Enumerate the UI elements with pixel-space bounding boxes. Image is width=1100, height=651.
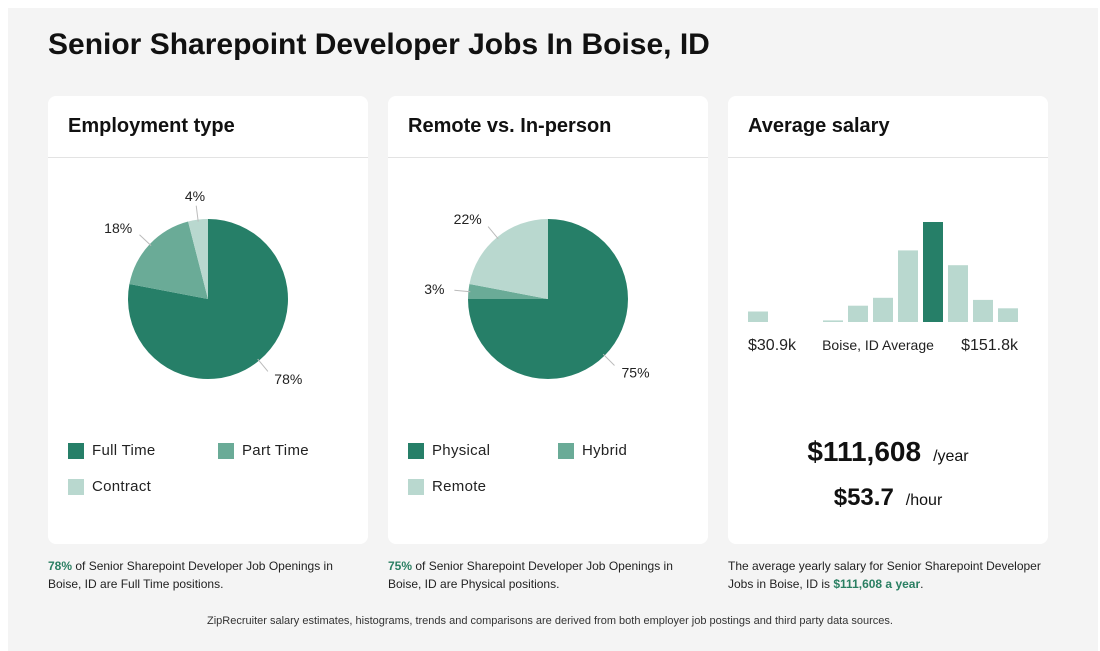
caption-end: . (920, 577, 924, 591)
salary-caption: The average yearly salary for Senior Sha… (728, 557, 1048, 593)
legend-swatch (68, 442, 84, 459)
histogram-min-label: $30.9k (748, 337, 797, 354)
legend-item-physical: Physical (408, 442, 490, 459)
hourly-salary: $53.7 /hour (728, 484, 1048, 512)
remote-percent-label: 22% (454, 211, 482, 227)
legend-label: Hybrid (582, 442, 628, 459)
card-title: Average salary (748, 115, 890, 137)
caption-highlight: 75% (388, 559, 413, 573)
employment-leader-line (139, 234, 152, 246)
legend-item-hybrid: Hybrid (558, 442, 627, 459)
remote-slice-hybrid (468, 284, 548, 299)
card-header: Employment type (48, 96, 368, 158)
remote-leader-line (454, 289, 471, 293)
remote-caption: 75% of Senior Sharepoint Developer Job O… (388, 557, 708, 593)
employment-legend: Full Time Part Time Contract (68, 442, 358, 512)
histogram-bar-average (923, 222, 943, 322)
card-title: Employment type (68, 115, 235, 137)
employment-slice-contract (188, 219, 208, 299)
histogram-average-label: Boise, ID Average (822, 337, 934, 353)
employment-slice-part-time (129, 221, 208, 299)
legend-swatch (558, 442, 574, 459)
hourly-salary-unit: /hour (905, 492, 943, 509)
remote-leader-line (602, 353, 615, 366)
employment-leader-line (195, 205, 199, 222)
legend-swatch (68, 478, 84, 495)
legend-label: Contract (92, 478, 152, 495)
caption-text: of Senior Sharepoint Developer Job Openi… (48, 559, 333, 591)
average-salary-card: Average salary $30.9k Boise, ID Average $1… (728, 96, 1048, 544)
remote-leader-line (487, 226, 499, 240)
histogram-bar (998, 308, 1018, 322)
legend-item-full-time: Full Time (68, 442, 156, 459)
legend-swatch (408, 442, 424, 459)
remote-percent-label: 75% (622, 365, 650, 381)
histogram-bar (898, 250, 918, 322)
histogram-bar (973, 299, 993, 322)
remote-pie-chart: 75% 3% 22% (424, 211, 650, 381)
caption-highlight: $111,608 a year (833, 577, 921, 591)
legend-item-part-time: Part Time (218, 442, 309, 459)
histogram-bar (873, 297, 893, 322)
card-header: Remote vs. In-person (388, 96, 708, 158)
legend-label: Full Time (92, 442, 156, 459)
histogram-max-label: $151.8k (961, 337, 1019, 354)
salary-histogram: $30.9k Boise, ID Average $151.8k (748, 222, 1019, 354)
employment-pie-chart: 78% 18% 4% (104, 188, 302, 387)
employment-caption: 78% of Senior Sharepoint Developer Job O… (48, 557, 368, 593)
page-title: Senior Sharepoint Developer Jobs In Bois… (48, 28, 710, 61)
histogram-bar (848, 305, 868, 322)
footer-note: ZipRecruiter salary estimates, histogram… (207, 615, 893, 627)
histogram-bar (823, 320, 843, 322)
yearly-salary: $111,608 /year (728, 436, 1048, 468)
remote-legend: Physical Hybrid Remote (408, 442, 698, 512)
yearly-salary-unit: /year (933, 448, 969, 465)
caption-text: The average yearly salary for Senior Sha… (728, 559, 1041, 591)
histogram-bar (748, 311, 768, 322)
legend-label: Remote (432, 478, 487, 495)
employment-slice-full-time (128, 219, 289, 379)
employment-percent-label: 78% (274, 371, 302, 387)
legend-swatch (218, 442, 234, 459)
legend-item-contract: Contract (68, 478, 151, 495)
caption-text: of Senior Sharepoint Developer Job Openi… (388, 559, 673, 591)
caption-highlight: 78% (48, 559, 73, 573)
employment-percent-label: 18% (104, 220, 132, 236)
legend-label: Part Time (242, 442, 309, 459)
remote-slice-remote (469, 219, 548, 299)
yearly-salary-value: $111,608 (807, 436, 922, 467)
employment-percent-label: 4% (185, 188, 205, 204)
remote-card: Remote vs. In-person 75% 3% 22% Physical H… (388, 96, 708, 544)
legend-label: Physical (432, 442, 491, 459)
employment-leader-line (257, 358, 269, 372)
histogram-bar (948, 265, 968, 322)
remote-percent-label: 3% (424, 281, 444, 297)
hourly-salary-value: $53.7 (833, 484, 894, 511)
employment-type-card: Employment type 78% 18% 4% Full Time Part … (48, 96, 368, 544)
legend-item-remote: Remote (408, 478, 486, 495)
legend-swatch (408, 478, 424, 495)
card-header: Average salary (728, 96, 1048, 158)
card-title: Remote vs. In-person (408, 115, 612, 137)
